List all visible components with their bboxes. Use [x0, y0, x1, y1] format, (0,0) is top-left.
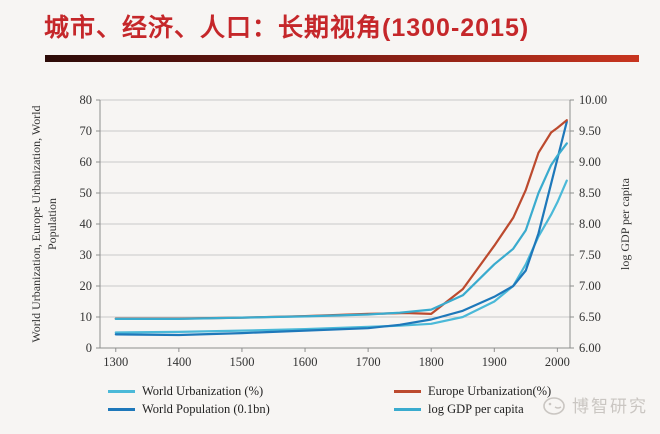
- legend-label: log GDP per capita: [428, 402, 524, 416]
- left-axis-tick-label: 20: [80, 279, 93, 293]
- right-axis-tick-label: 9.50: [579, 124, 601, 138]
- left-axis-tick-label: 70: [80, 124, 93, 138]
- left-axis-tick-label: 0: [86, 341, 92, 355]
- x-axis-tick-label: 2000: [545, 355, 570, 369]
- legend-label: World Urbanization (%): [142, 384, 264, 398]
- legend-item-world-urbanization: World Urbanization (%): [108, 384, 394, 399]
- left-axis-tick-label: 80: [80, 93, 93, 107]
- left-axis-tick-label: 40: [80, 217, 93, 231]
- legend-line-swatch: [394, 408, 421, 411]
- x-axis-tick-label: 1400: [166, 355, 191, 369]
- left-axis-title-line2: Population: [45, 198, 59, 250]
- series-line-2: [114, 119, 568, 320]
- left-axis-title-line1: World Urbanization, Europe Urbanization,…: [29, 105, 43, 342]
- watermark-text: 博智研究: [572, 397, 648, 416]
- legend-label: Europe Urbanization(%): [428, 384, 552, 398]
- left-axis-tick-label: 50: [80, 186, 93, 200]
- legend-line-swatch: [108, 390, 135, 393]
- x-axis-tick-label: 1500: [229, 355, 254, 369]
- left-axis-tick-label: 30: [80, 248, 93, 262]
- legend-item-europe-urbanization: Europe Urbanization(%): [394, 384, 568, 399]
- right-axis-tick-label: 10.00: [579, 93, 607, 107]
- legend-item-world-population: World Population (0.1bn): [108, 402, 394, 417]
- series-line-3: [114, 142, 568, 320]
- watermark: 博智研究: [541, 392, 648, 417]
- legend-label: World Population (0.1bn): [142, 402, 270, 416]
- right-axis-tick-label: 8.50: [579, 186, 601, 200]
- x-axis-tick-label: 1300: [103, 355, 128, 369]
- right-axis-tick-label: 7.00: [579, 279, 601, 293]
- series-line-1: [114, 120, 568, 337]
- x-axis-tick-label: 1600: [293, 355, 318, 369]
- legend-line-swatch: [108, 408, 135, 411]
- x-axis-tick-label: 1700: [356, 355, 381, 369]
- title-underline-bar: [45, 55, 639, 62]
- right-axis-tick-label: 6.50: [579, 310, 601, 324]
- left-axis-tick-label: 10: [80, 310, 93, 324]
- x-axis-tick-label: 1800: [419, 355, 444, 369]
- x-axis-tick-label: 1900: [482, 355, 507, 369]
- chart-legend: World Urbanization (%) Europe Urbanizati…: [108, 384, 568, 417]
- right-axis-title: log GDP per capita: [618, 177, 632, 270]
- legend-line-swatch: [394, 390, 421, 393]
- right-axis-tick-label: 7.50: [579, 248, 601, 262]
- left-axis-tick-label: 60: [80, 155, 93, 169]
- right-axis-tick-label: 8.00: [579, 217, 601, 231]
- legend-item-log-gdp: log GDP per capita: [394, 402, 568, 417]
- series-line-0: [114, 179, 568, 334]
- right-axis-tick-label: 9.00: [579, 155, 601, 169]
- watermark-logo-icon: [543, 396, 565, 415]
- right-axis-tick-label: 6.00: [579, 341, 601, 355]
- line-chart: 0 10 20 30 40 50 60 70 80 6.00 6.50 7.00 7.50 8.00 8.5…: [29, 93, 632, 369]
- page-title: 城市、经济、人口：长期视角(1300-2015): [44, 14, 530, 42]
